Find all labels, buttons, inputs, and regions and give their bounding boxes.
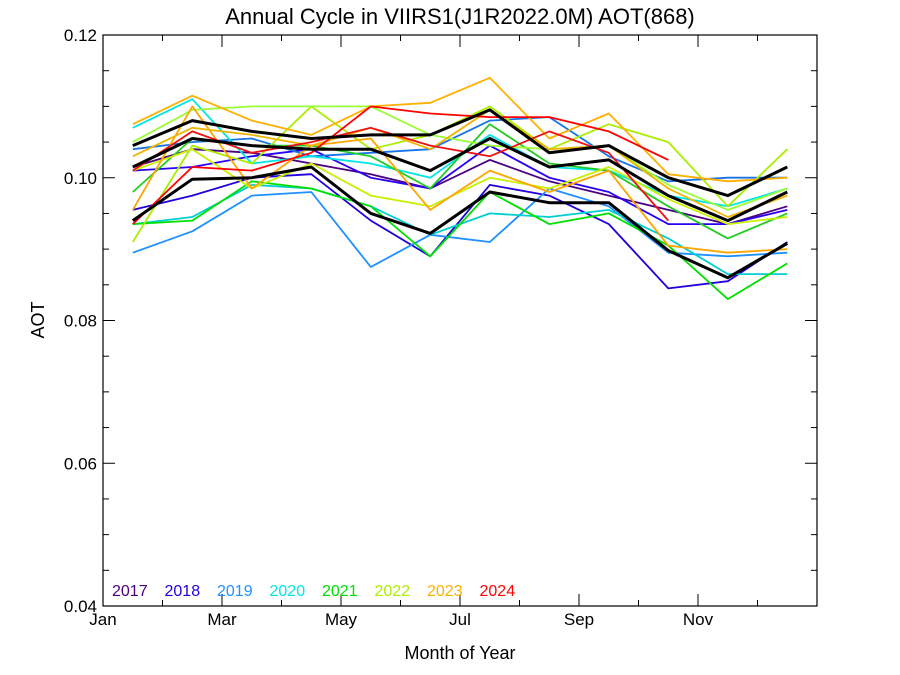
x-tick-label: Nov	[683, 610, 714, 629]
y-tick-label: 0.12	[64, 26, 97, 45]
x-tick-label: Jan	[89, 610, 116, 629]
legend-label-2022: 2022	[375, 583, 411, 600]
series-line-2	[132, 144, 788, 226]
legend-label-2018: 2018	[165, 583, 201, 600]
x-tick-label: Sep	[564, 610, 594, 629]
legend-label-2021: 2021	[322, 583, 358, 600]
series-line-1	[132, 173, 788, 290]
chart-title: Annual Cycle in VIIRS1(J1R2022.0M) AOT(8…	[225, 4, 695, 29]
series-line-9	[132, 105, 788, 243]
legend-label-2024: 2024	[480, 583, 516, 600]
mean-series-line-18	[132, 137, 788, 223]
x-tick-label: May	[325, 610, 358, 629]
legend: 2017 2018 2019 2020 2021 2022 2023 2024	[112, 583, 515, 600]
legend-label-2020: 2020	[270, 583, 306, 600]
y-tick-label: 0.04	[64, 597, 97, 616]
series-line-11	[132, 148, 788, 226]
series-layer	[131, 76, 789, 301]
legend-label-2023: 2023	[427, 583, 463, 600]
mean-series-line-17	[132, 108, 788, 198]
series-line-12	[132, 76, 788, 183]
legend-label-2017: 2017	[112, 583, 148, 600]
y-tick-label: 0.06	[64, 454, 97, 473]
x-tick-label: Mar	[207, 610, 237, 629]
axes-layer: 0.04 0.06 0.08 0.10 0.12 Jan Mar May Jul Sep Nov	[64, 26, 818, 629]
series-line-15	[132, 105, 669, 225]
series-line-10	[132, 105, 788, 211]
series-line-13	[132, 105, 788, 254]
x-axis-label: Month of Year	[404, 643, 515, 663]
x-tick-label: Jul	[449, 610, 471, 629]
y-axis-label: AOT	[28, 301, 48, 338]
mean-series-line-19	[131, 165, 789, 280]
series-line-3	[132, 187, 788, 268]
series-line-14	[132, 109, 788, 218]
legend-label-2019: 2019	[217, 583, 253, 600]
y-tick-label: 0.08	[64, 312, 97, 331]
y-tick-label: 0.10	[64, 169, 97, 188]
